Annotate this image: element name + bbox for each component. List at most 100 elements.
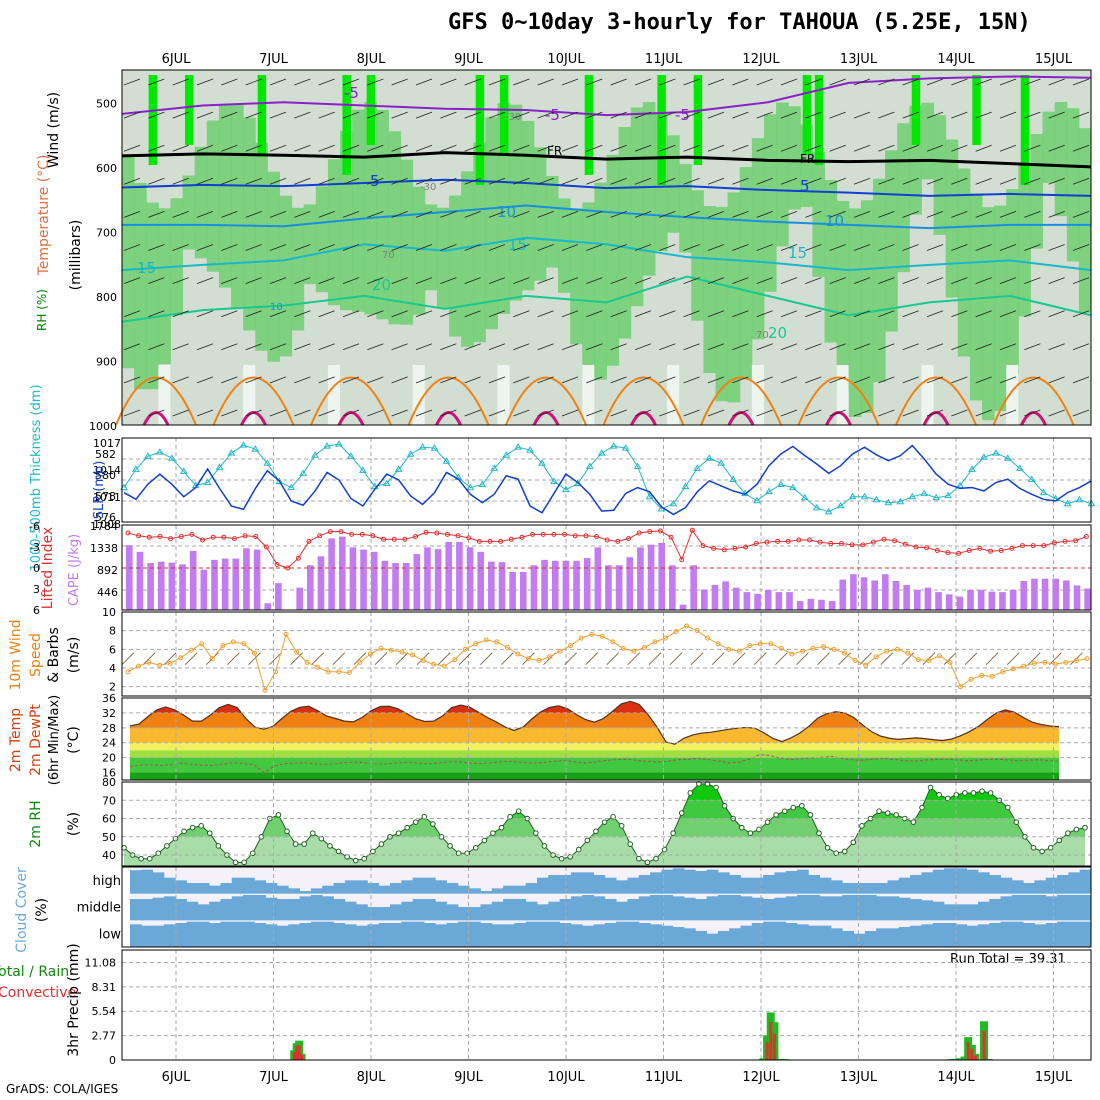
isotherm-25-line <box>602 376 685 426</box>
wind-speed-point <box>757 641 763 647</box>
wind-barb <box>634 310 652 318</box>
wind-barb <box>951 111 968 119</box>
wind-speed-point <box>473 641 479 647</box>
rh-shade-mid <box>267 171 280 362</box>
contour-label: -5 <box>344 84 359 102</box>
wind-barb <box>488 111 506 119</box>
cape-bar <box>509 571 516 610</box>
wind-barb <box>732 310 749 318</box>
lifted-index-point <box>998 548 1004 553</box>
lifted-index-point <box>157 534 163 539</box>
rh-point <box>893 812 900 818</box>
wind-barb <box>196 409 214 417</box>
cape-bar <box>328 538 335 610</box>
rh-shade-mid <box>1018 162 1031 317</box>
wind-barb <box>805 211 822 218</box>
cape-bar <box>370 551 378 610</box>
wind-barb <box>634 211 652 218</box>
thickness-tick-label: 580 <box>95 469 116 482</box>
lifted-index-point <box>349 531 355 537</box>
wind-speed-point <box>420 658 426 664</box>
rh-point <box>584 837 591 844</box>
wind-barb <box>245 409 262 417</box>
lifted-index-point <box>359 531 365 537</box>
cloud-cell <box>887 896 900 921</box>
wind-barb <box>123 78 141 86</box>
cape-bar <box>338 536 346 610</box>
wind-barb <box>391 177 408 185</box>
wind-barb <box>311 652 325 665</box>
wind-barb <box>756 78 773 86</box>
wind-barb <box>707 78 725 86</box>
wind-barb <box>196 310 214 318</box>
wind-barb <box>732 78 749 86</box>
rh-tick-label: 80 <box>102 776 116 789</box>
lifted-index-point <box>604 537 610 543</box>
axis-label-wind: Wind (m/s) <box>46 92 62 168</box>
rh-shade-high <box>911 75 921 145</box>
wind-barb <box>853 409 871 417</box>
lifted-index-point <box>1051 540 1057 546</box>
wind-barb <box>537 144 554 152</box>
rh-shade-mid <box>872 178 886 383</box>
rh-point <box>472 844 479 851</box>
rh-shade-mid <box>1006 189 1019 375</box>
cloud-cell <box>751 877 764 894</box>
rh-shade-mid <box>533 147 547 281</box>
cloud-cell <box>243 921 255 947</box>
wind-barb <box>732 211 749 218</box>
rh-point <box>370 848 376 855</box>
lifted-index-point <box>562 531 568 537</box>
wind-barb <box>1048 310 1065 318</box>
wind-barb <box>707 111 725 119</box>
lifted-index-tick-label: -6 <box>29 520 40 533</box>
wind-barb <box>196 111 214 119</box>
wind-barb <box>926 310 944 318</box>
day-tick-label: 15JUL <box>1035 1070 1073 1085</box>
wind-barb <box>342 409 360 417</box>
cloud-cell <box>480 891 493 894</box>
wind-barb <box>342 111 360 119</box>
wind-speed-point <box>852 658 858 664</box>
wind-barb <box>756 177 773 185</box>
lifted-index-point <box>487 538 493 544</box>
isotherm-25-line <box>310 376 392 426</box>
wind-barb <box>951 310 968 318</box>
cloud-cell <box>650 895 662 921</box>
wind-barb <box>975 409 992 417</box>
wind-barb <box>586 144 603 152</box>
cloud-cell <box>604 899 617 921</box>
cloud-row-label: middle <box>77 901 121 916</box>
axis-label-temp-units: (°C) <box>66 726 82 754</box>
cloud-cell <box>627 877 640 894</box>
lifted-index-point <box>870 539 876 545</box>
wind-barb <box>513 244 530 251</box>
wind-barb <box>999 244 1017 251</box>
wind-barb <box>805 111 822 119</box>
wind-barb <box>634 78 652 86</box>
wind-speed-point <box>905 650 911 656</box>
cape-bar <box>796 601 804 610</box>
day-tick-label: 13JUL <box>840 1070 878 1085</box>
wind-barb <box>756 277 773 284</box>
cloud-cell <box>1045 923 1058 947</box>
wind-speed-point <box>167 660 173 666</box>
cloud-cell <box>130 870 142 894</box>
cloud-cell <box>333 883 346 894</box>
wind-barb <box>395 652 409 665</box>
cape-bar <box>349 547 357 610</box>
cloud-cell <box>344 924 357 947</box>
wind-barb <box>391 277 408 284</box>
cape-bar <box>754 593 761 610</box>
cloud-cell <box>683 869 696 894</box>
cloud-cell <box>785 923 798 947</box>
wind-barb <box>926 177 944 185</box>
rh-point <box>1013 819 1020 825</box>
cloud-cell <box>209 901 221 921</box>
rh-shade-mid <box>279 195 293 357</box>
thickness-point <box>167 454 176 461</box>
wind-barb <box>415 343 433 351</box>
rh-shade-low <box>158 365 171 425</box>
wind-barb <box>269 244 287 251</box>
cloud-cell <box>276 885 289 894</box>
